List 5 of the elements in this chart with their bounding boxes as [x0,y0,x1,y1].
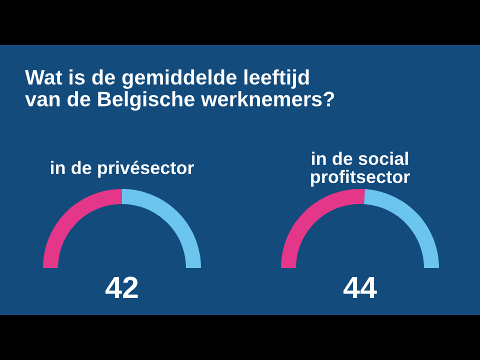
text: 44 [343,277,377,298]
text: 42 [105,276,138,298]
text: Wat is de gemiddelde leeftijd van de Belgische werknemers? [25,69,334,111]
chart-title: in de social profitsector [311,152,410,187]
chart-title: in de privésector [51,160,194,178]
